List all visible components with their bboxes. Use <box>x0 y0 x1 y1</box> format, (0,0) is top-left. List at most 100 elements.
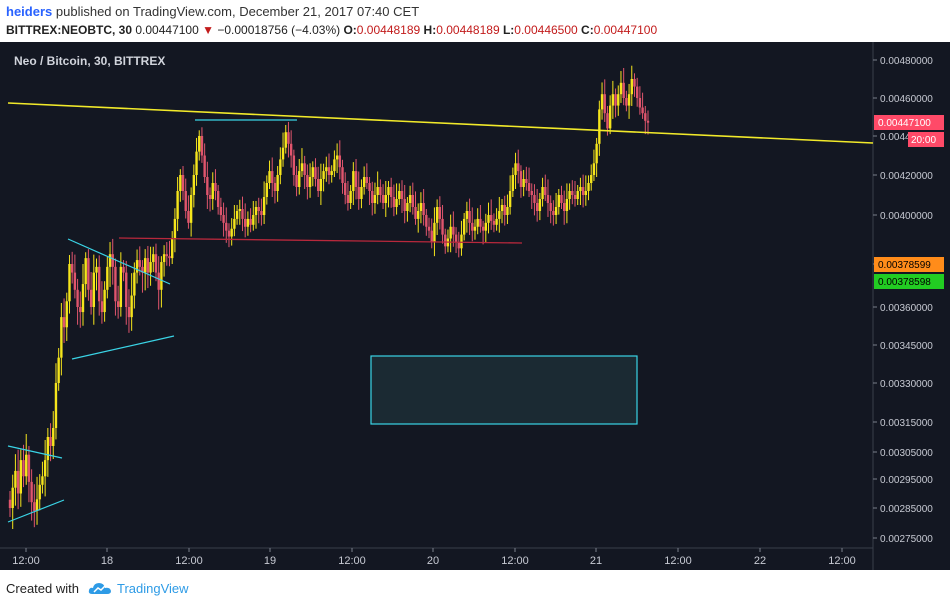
price-tick-label: 0.00305000 <box>880 448 933 459</box>
triangle-lower-line[interactable] <box>71 335 175 360</box>
candle-body <box>608 105 612 129</box>
candle-body <box>627 94 631 106</box>
candle-body <box>333 159 336 172</box>
candle-body <box>417 211 420 219</box>
candle-body <box>306 175 309 187</box>
last-price-tag <box>874 115 944 130</box>
candle-body <box>219 207 223 215</box>
resistance-trendline[interactable] <box>7 102 874 144</box>
candle-body <box>208 195 212 199</box>
candle-body <box>111 254 114 267</box>
plot-area[interactable] <box>0 42 873 548</box>
price-axis[interactable]: 0.00480000 0.00460000 0.00440000 0.00420000… <box>873 56 933 545</box>
candle-body <box>68 264 71 302</box>
triangle-upper-line[interactable] <box>67 238 171 285</box>
symbol-line: BITTREX:NEOBTC, 30 0.00447100 ▼ −0.00018… <box>6 23 657 37</box>
candle-body <box>276 175 279 191</box>
candle-body <box>79 307 82 313</box>
candle-body <box>419 203 423 211</box>
candle-body <box>200 136 204 156</box>
candle-body <box>300 163 304 172</box>
candle-body <box>514 163 517 175</box>
time-tick-label: 12:00 <box>175 555 203 567</box>
candle-body <box>571 191 574 195</box>
chart-title: Neo / Bitcoin, 30, BITTREX <box>14 54 165 68</box>
candle-body <box>160 262 163 290</box>
wedge-lower-line[interactable] <box>7 499 65 523</box>
candle-body <box>252 215 255 225</box>
created-with-label: Created with <box>6 581 79 596</box>
candle-body <box>546 195 550 203</box>
candle-body <box>33 502 36 511</box>
candle-body <box>35 499 39 511</box>
candle-body <box>46 437 50 461</box>
candle-body <box>357 187 360 199</box>
candle-body <box>600 94 604 110</box>
time-tick-label: 12:00 <box>338 555 366 567</box>
candle-body <box>179 175 182 191</box>
candle-body <box>341 167 344 183</box>
candle-body <box>187 211 190 223</box>
candle-body <box>533 195 536 203</box>
candle-body <box>354 171 358 187</box>
publish-header: heiders published on TradingView.com, De… <box>0 0 950 42</box>
target-zone-rectangle[interactable] <box>370 355 638 425</box>
candle-body <box>195 151 198 175</box>
candle-body <box>149 262 152 273</box>
candle-body <box>544 187 547 195</box>
candle-body <box>157 272 160 290</box>
candle-body <box>338 155 342 168</box>
candle-body <box>565 199 569 211</box>
wedge-upper-line[interactable] <box>7 445 63 459</box>
tradingview-link[interactable]: TradingView <box>117 581 189 596</box>
candle-body <box>154 254 158 273</box>
candle-body <box>373 195 377 203</box>
candle-body <box>143 258 147 273</box>
candle-body <box>625 98 628 106</box>
candle-body <box>490 215 493 221</box>
chart-area[interactable]: Neo / Bitcoin, 30, BITTREX 0.00480000 0.0… <box>0 42 950 570</box>
candle-body <box>57 357 60 383</box>
candle-body <box>95 266 98 273</box>
author-link[interactable]: heiders <box>6 4 53 19</box>
candle-body <box>225 222 228 231</box>
time-tick-label: 12:00 <box>664 555 692 567</box>
candle-body <box>19 460 23 494</box>
price-chart[interactable]: Neo / Bitcoin, 30, BITTREX 0.004800000.0… <box>0 42 950 570</box>
candle-body <box>138 260 141 267</box>
candle-body <box>268 171 271 183</box>
candle-body <box>114 266 117 302</box>
candle-body <box>606 113 609 129</box>
candle-body <box>352 171 355 191</box>
support-line[interactable] <box>118 237 523 244</box>
candle-body <box>630 79 633 95</box>
candle-body <box>43 460 47 477</box>
candle-body <box>508 191 512 207</box>
candle-body <box>316 179 320 191</box>
candle-body <box>89 289 93 307</box>
candle-body <box>230 228 233 237</box>
candle-body <box>122 266 125 273</box>
candle-body <box>211 183 214 199</box>
price-tick-label: 0.00285000 <box>880 504 933 515</box>
candle-body <box>281 147 285 160</box>
time-axis[interactable]: 12:00 18 12:00 19 12:00 20 12:00 21 12:00 22 12:00 <box>12 548 856 567</box>
time-tick-label: 21 <box>590 555 602 567</box>
candle-body <box>262 197 266 215</box>
candle-body <box>552 211 555 215</box>
candle-body <box>435 207 439 223</box>
candle-body <box>135 260 139 273</box>
open-value: 0.00448189 <box>356 23 421 37</box>
candle-body <box>576 191 579 199</box>
candle-body <box>414 207 417 219</box>
price-tick-label: 0.00315000 <box>880 418 933 429</box>
candle-body <box>622 82 625 98</box>
tradingview-cloud-icon[interactable] <box>88 580 112 596</box>
footer: Created with TradingView <box>0 570 950 606</box>
candle-body <box>592 163 596 175</box>
candle-body <box>465 211 469 219</box>
candle-body <box>638 98 642 108</box>
candle-body <box>152 254 155 263</box>
candle-body <box>146 258 150 273</box>
candle-body <box>517 163 520 172</box>
